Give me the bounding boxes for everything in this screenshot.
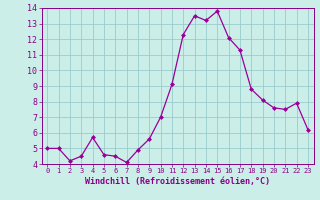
X-axis label: Windchill (Refroidissement éolien,°C): Windchill (Refroidissement éolien,°C) [85, 177, 270, 186]
